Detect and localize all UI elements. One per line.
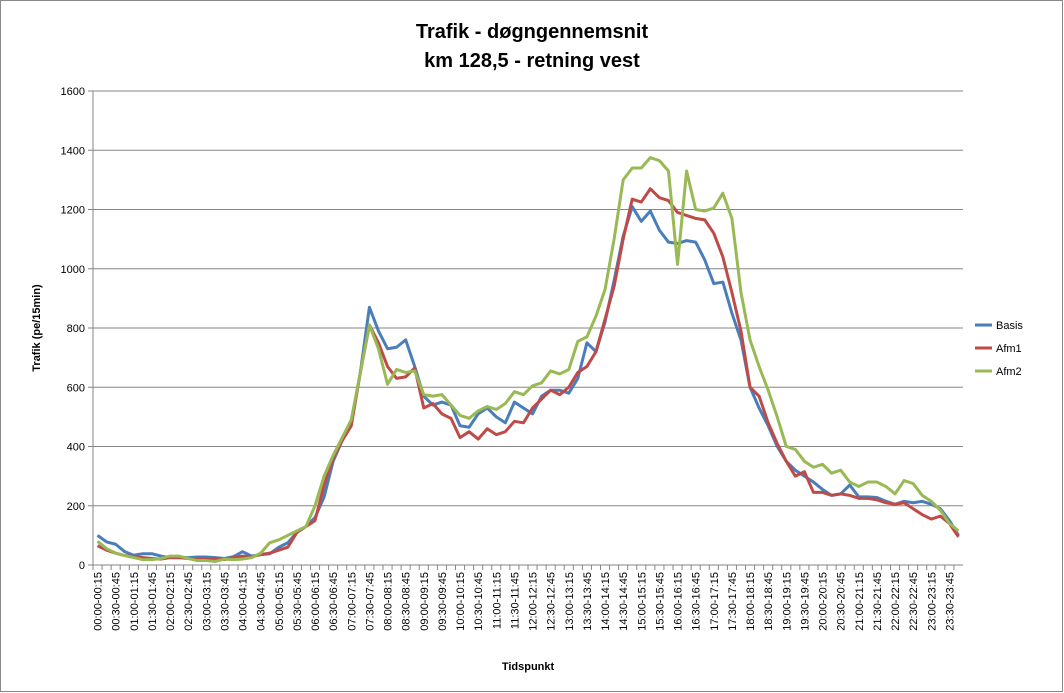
x-tick-label: 15:00-15:15 (636, 572, 648, 631)
x-tick-label: 20:00-20:15 (818, 572, 830, 631)
x-tick-label: 02:30-02:45 (183, 572, 195, 631)
x-tick-label: 09:30-09:45 (437, 572, 449, 631)
x-tick-label: 09:00-09:15 (419, 572, 431, 631)
x-tick-label: 07:00-07:15 (346, 572, 358, 631)
y-tick-label: 1600 (61, 86, 85, 98)
x-tick-label: 21:30-21:45 (872, 572, 884, 631)
x-tick-label: 02:00-02:15 (165, 572, 177, 631)
x-tick-label: 00:00-00:15 (93, 572, 105, 631)
y-tick-label: 200 (67, 501, 85, 513)
x-tick-label: 22:00-22:15 (890, 572, 902, 631)
x-tick-label: 15:30-15:45 (654, 572, 666, 631)
x-tick-label: 10:00-10:15 (455, 572, 467, 631)
x-tick-label: 16:00-16:15 (673, 572, 685, 631)
line-series (96, 156, 960, 563)
line-series (96, 187, 960, 562)
x-tick-label: 07:30-07:45 (364, 572, 376, 631)
x-tick-label: 04:00-04:15 (238, 572, 250, 631)
x-tick-label: 04:30-04:45 (256, 572, 268, 631)
x-tick-label: 11:30-11:45 (509, 572, 521, 629)
x-tick-label: 13:30-13:45 (582, 572, 594, 631)
x-tick-label: 13:00-13:15 (564, 572, 576, 631)
x-axis-title: Tidspunkt (502, 661, 555, 673)
x-tick-label: 01:00-01:15 (129, 572, 141, 631)
y-tick-label: 800 (67, 323, 85, 335)
x-tick-label: 18:30-18:45 (763, 572, 775, 631)
legend-label: Afm2 (996, 366, 1022, 378)
legend-label: Basis (996, 320, 1023, 332)
line-series (96, 205, 960, 560)
x-tick-label: 05:00-05:15 (274, 572, 286, 631)
y-tick-label: 1000 (61, 264, 85, 276)
x-tick-label: 20:30-20:45 (836, 572, 848, 631)
y-tick-label: 400 (67, 442, 85, 454)
y-tick-label: 1400 (61, 145, 85, 157)
y-axis-title: Trafik (pe/15min) (31, 284, 43, 372)
x-tick-label: 18:00-18:15 (745, 572, 757, 631)
legend-label: Afm1 (996, 343, 1022, 355)
y-tick-label: 600 (67, 382, 85, 394)
chart-title: km 128,5 - retning vest (424, 50, 640, 72)
x-tick-label: 14:00-14:15 (600, 572, 612, 631)
y-tick-label: 0 (79, 560, 85, 572)
x-tick-label: 05:30-05:45 (292, 572, 304, 631)
x-tick-label: 10:30-10:45 (473, 572, 485, 631)
x-tick-label: 08:30-08:45 (401, 572, 413, 631)
x-tick-label: 17:30-17:45 (727, 572, 739, 631)
x-tick-label: 12:00-12:15 (528, 572, 540, 631)
x-tick-label: 03:30-03:45 (219, 572, 231, 631)
x-tick-label: 23:30-23:45 (944, 572, 956, 631)
x-tick-label: 06:30-06:45 (328, 572, 340, 631)
y-tick-label: 1200 (61, 205, 85, 217)
x-tick-label: 11:00-11:15 (491, 572, 503, 629)
x-tick-label: 03:00-03:15 (201, 572, 213, 631)
x-tick-label: 19:30-19:45 (799, 572, 811, 631)
x-tick-label: 00:30-00:45 (111, 572, 123, 631)
x-tick-label: 17:00-17:15 (709, 572, 721, 631)
x-tick-label: 23:00-23:15 (926, 572, 938, 631)
x-tick-label: 22:30-22:45 (908, 572, 920, 631)
x-tick-label: 08:00-08:15 (383, 572, 395, 631)
x-tick-label: 12:30-12:45 (546, 572, 558, 631)
x-tick-label: 16:30-16:45 (691, 572, 703, 631)
x-tick-label: 06:00-06:15 (310, 572, 322, 631)
x-tick-label: 19:00-19:15 (781, 572, 793, 631)
x-tick-label: 01:30-01:45 (147, 572, 159, 631)
x-tick-label: 14:30-14:45 (618, 572, 630, 631)
x-tick-label: 21:00-21:15 (854, 572, 866, 631)
chart-title: Trafik - døgngennemsnit (416, 21, 649, 43)
